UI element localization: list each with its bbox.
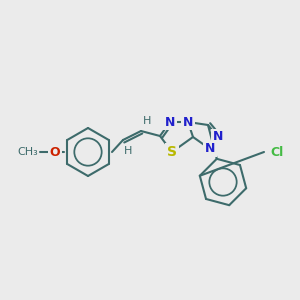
Text: O: O — [50, 146, 60, 158]
Text: H: H — [143, 116, 151, 126]
Text: CH₃: CH₃ — [17, 147, 38, 157]
Text: H: H — [124, 146, 132, 156]
Text: N: N — [205, 142, 215, 155]
Text: N: N — [165, 116, 175, 128]
Text: N: N — [213, 130, 223, 143]
Text: N: N — [183, 116, 193, 128]
Text: S: S — [167, 145, 177, 159]
Text: Cl: Cl — [270, 146, 283, 158]
